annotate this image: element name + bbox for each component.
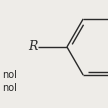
Text: nol: nol [2, 83, 17, 93]
Text: R: R [28, 40, 37, 53]
Text: nol: nol [2, 70, 17, 80]
